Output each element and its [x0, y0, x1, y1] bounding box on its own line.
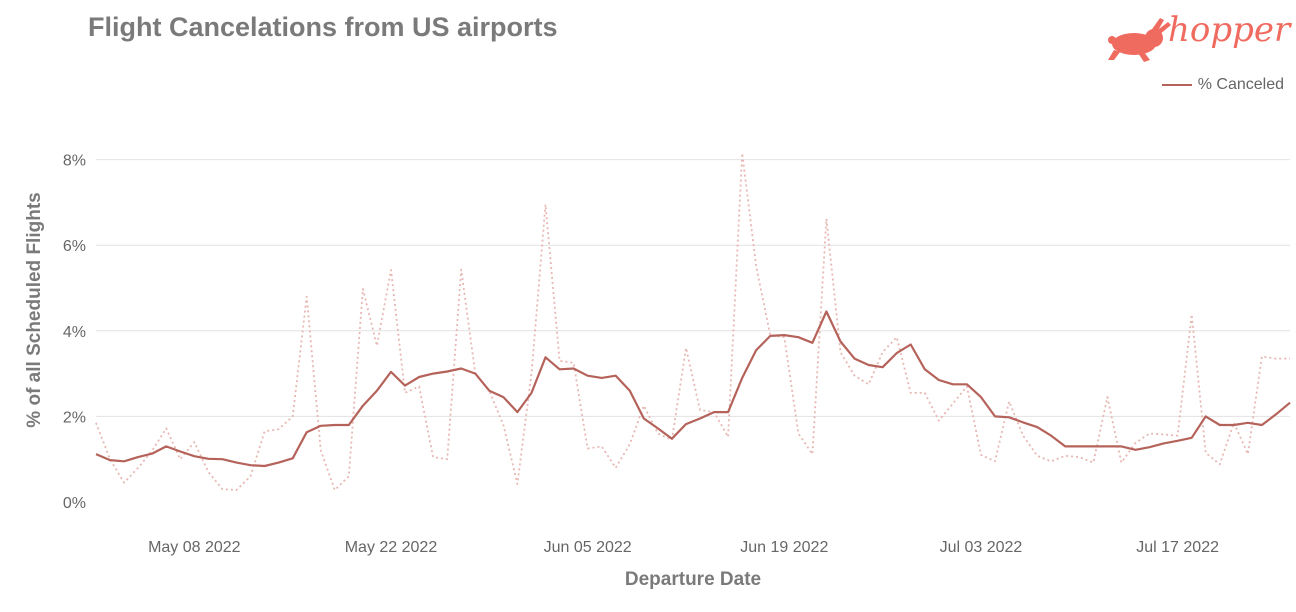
- bunny-icon: [1108, 18, 1171, 62]
- x-tick-label: Jun 19 2022: [740, 539, 828, 556]
- x-tick-label: May 08 2022: [148, 539, 241, 556]
- x-axis-ticks: May 08 2022 May 22 2022 Jun 05 2022 Jun 19 …: [148, 539, 1219, 556]
- y-tick-label: 8%: [63, 153, 86, 170]
- y-tick-label: 0%: [63, 495, 86, 512]
- x-tick-label: May 22 2022: [345, 539, 438, 556]
- legend-swatch: [1161, 84, 1192, 86]
- x-tick-label: Jun 05 2022: [544, 539, 632, 556]
- x-axis-title: Departure Date: [625, 569, 761, 590]
- gridlines: [96, 159, 1290, 417]
- chart-legend: % Canceled: [1161, 76, 1284, 94]
- x-tick-label: Jul 03 2022: [940, 539, 1023, 556]
- series-layer: [95, 152, 1291, 491]
- legend-label: % Canceled: [1197, 76, 1284, 93]
- y-axis-title: % of all Scheduled Flights: [24, 192, 45, 427]
- canceled-series-line: [95, 310, 1291, 468]
- y-tick-label: 2%: [63, 409, 86, 426]
- brand-wordmark: hopper: [1168, 10, 1291, 50]
- x-tick-label: Jul 17 2022: [1136, 539, 1219, 556]
- y-tick-label: 4%: [63, 324, 86, 341]
- daily-series-line: [95, 152, 1290, 491]
- chart-title: Flight Cancelations from US airports: [88, 12, 558, 42]
- y-axis-ticks: 0% 2% 4% 6% 8%: [63, 153, 86, 512]
- y-tick-label: 6%: [63, 238, 86, 255]
